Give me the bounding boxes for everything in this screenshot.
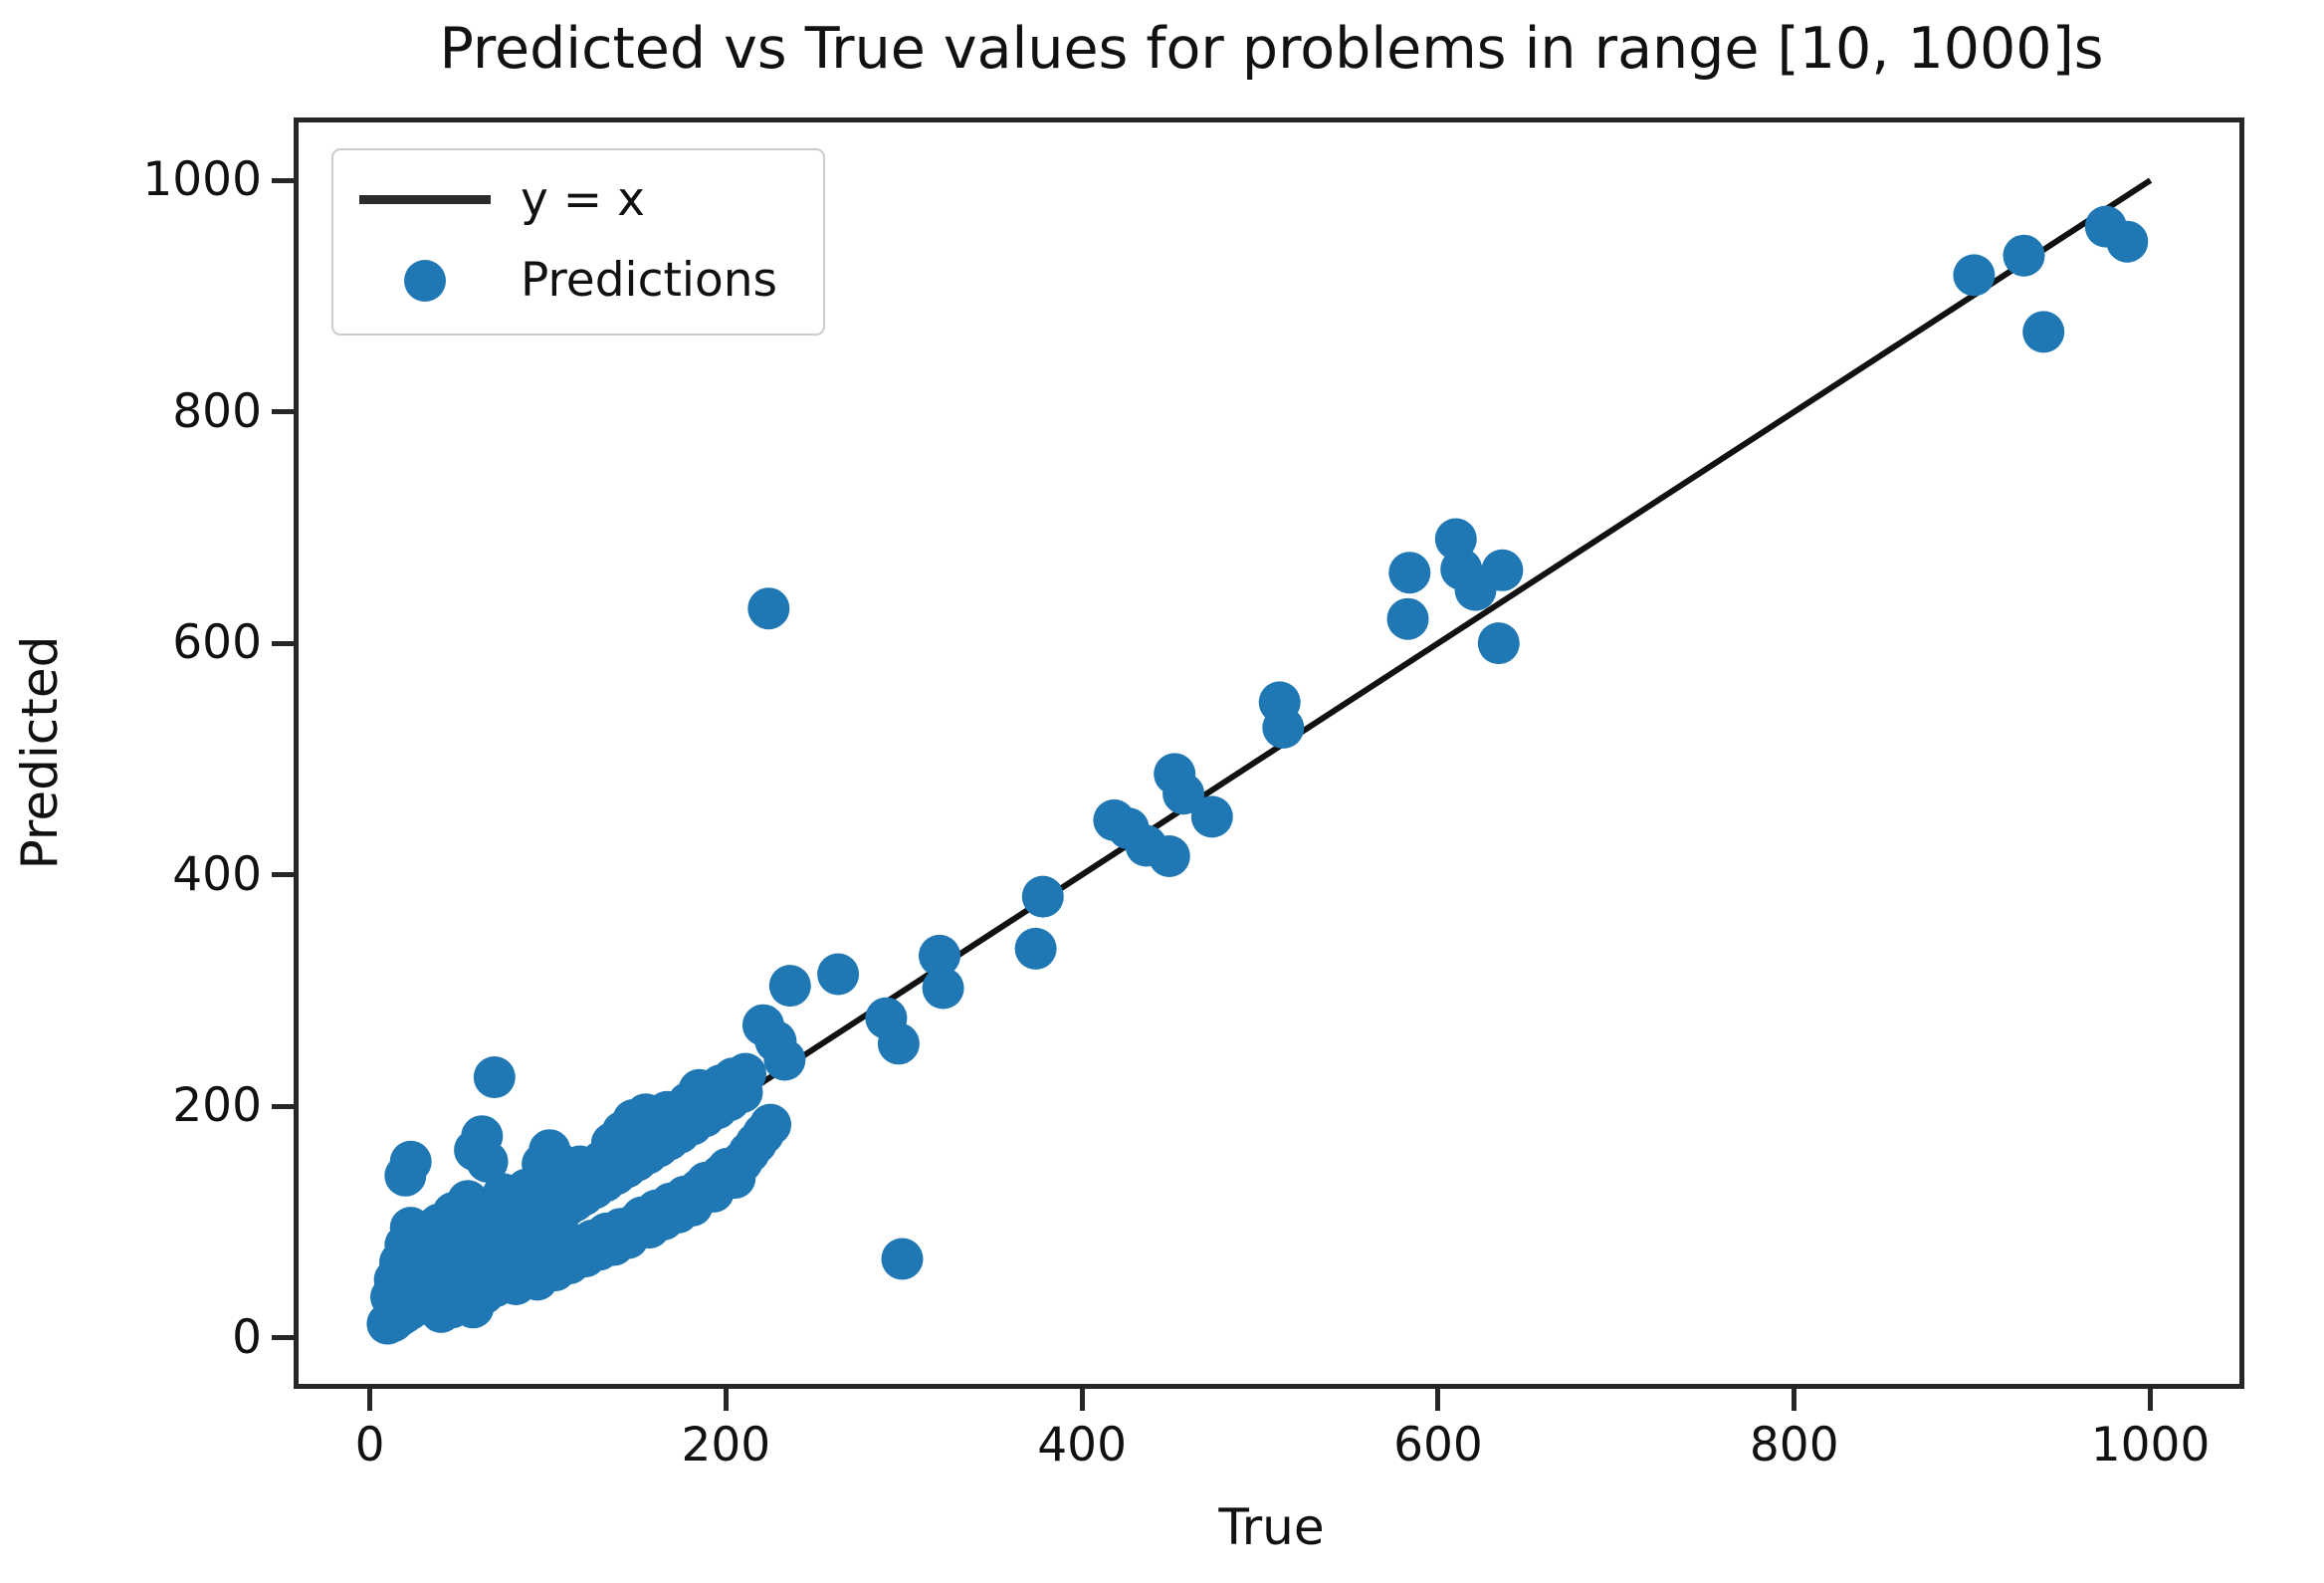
y-tick-label: 1000 [142,152,262,208]
y-tick-mark [272,1103,294,1109]
scatter-point [817,953,860,996]
scatter-point [1388,552,1431,594]
y-tick-label: 400 [172,846,262,902]
x-tick-label: 400 [1037,1418,1127,1472]
scatter-point [725,1052,766,1095]
y-tick-label: 200 [172,1078,262,1134]
y-tick-mark [272,409,294,415]
scatter-point [1162,773,1205,815]
legend-label-identity-line: y = x [521,172,645,227]
y-tick-label: 600 [172,615,262,671]
legend-label-predictions: Predictions [521,253,777,308]
x-tick-label: 600 [1393,1418,1483,1472]
legend-handle [359,195,491,204]
y-tick-label: 800 [172,383,262,439]
x-tick-label: 800 [1749,1418,1839,1472]
scatter-point [389,1140,432,1183]
scatter-point [763,1038,806,1081]
scatter-point [473,1056,516,1098]
y-tick-mark [272,177,294,183]
legend-entry-identity-line: y = x [359,172,777,227]
y-tick-mark [272,1335,294,1340]
x-tick-mark [1435,1389,1441,1411]
scatter-point [1190,795,1233,838]
scatter-point [1148,835,1190,877]
scatter-point [881,1238,924,1280]
scatter-point [2003,234,2045,277]
x-tick-mark [367,1389,373,1411]
plot-area: y = x Predictions [294,117,2244,1389]
chart-title: Predicted vs True values for problems in… [439,16,2104,82]
scatter-point [1477,622,1520,665]
x-axis-label: True [1218,1498,1325,1556]
y-axis-label: Predicted [11,635,69,870]
x-tick-mark [2148,1389,2154,1411]
y-tick-mark [272,872,294,878]
scatter-point [768,965,811,1008]
x-tick-mark [1079,1389,1085,1411]
scatter-point [535,1140,578,1183]
x-tick-mark [723,1389,729,1411]
y-tick-label: 0 [232,1309,262,1365]
scatter-point [747,587,790,630]
scatter-point [1014,927,1057,970]
x-tick-label: 1000 [2090,1418,2211,1472]
scatter-point [466,1140,509,1183]
identity-line-swatch [359,195,491,204]
scatter-point [922,967,964,1010]
scatter-point [749,1103,792,1146]
scatter-point [1953,254,1996,297]
scatter-point [1262,706,1305,749]
scatter-point [2106,220,2149,263]
x-tick-mark [1792,1389,1797,1411]
legend-entry-predictions: Predictions [359,253,777,308]
legend: y = x Predictions [331,148,825,336]
x-tick-label: 200 [681,1418,771,1472]
scatter-point [1386,597,1429,640]
scatter-point [2022,311,2065,353]
legend-handle [359,259,491,302]
scatter-point [1481,549,1524,591]
scatter-point [919,934,960,977]
scatter-canvas [366,177,2153,1345]
scatter-point [1021,875,1064,918]
scatter-point [877,1022,920,1065]
predictions-marker-swatch [404,259,446,302]
y-tick-mark [272,640,294,646]
x-tick-label: 0 [354,1418,385,1472]
